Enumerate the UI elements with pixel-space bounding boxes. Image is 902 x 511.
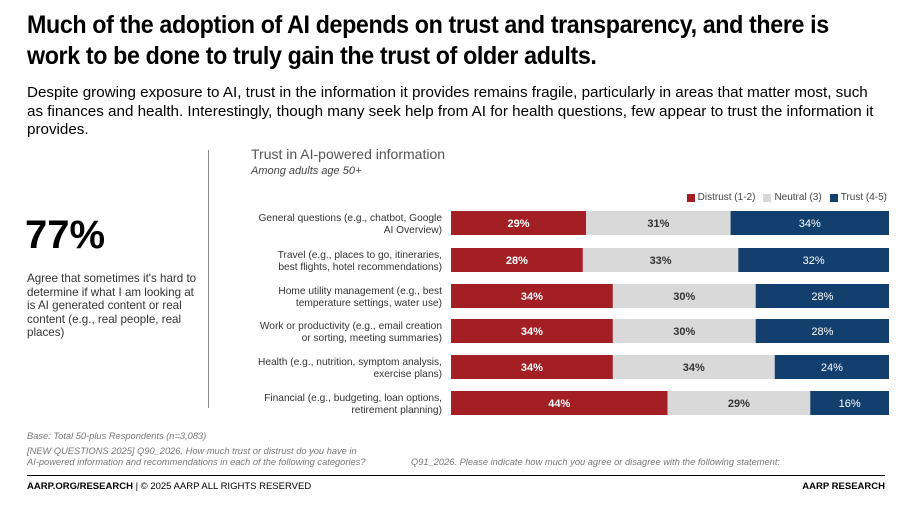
category-label: Travel (e.g., places to go, itineraries, — [278, 250, 442, 261]
footnote-q90-line1: [NEW QUESTIONS 2025] Q90_2026. How much … — [27, 446, 357, 456]
category-label: retirement planning) — [351, 405, 442, 416]
bar-trust — [810, 391, 889, 415]
data-label-trust: 28% — [811, 291, 833, 303]
data-label-trust: 28% — [811, 326, 833, 338]
bar-distrust — [451, 284, 613, 308]
data-label-neutral: 31% — [647, 218, 669, 230]
legend-swatch-distrust — [686, 193, 695, 202]
data-label-distrust: 44% — [548, 398, 570, 410]
legend-label-trust: Trust (4-5) — [840, 192, 887, 203]
bar-trust — [755, 319, 889, 343]
legend-label-distrust: Distrust (1-2) — [697, 192, 756, 203]
data-label-neutral: 33% — [650, 255, 672, 267]
bar-distrust — [451, 211, 587, 235]
stat-description: Agree that sometimes it's hard to determ… — [27, 272, 197, 339]
data-label-trust: 24% — [821, 362, 843, 374]
bar-distrust — [451, 319, 613, 343]
bar-neutral — [612, 319, 756, 343]
data-label-trust: 32% — [803, 255, 825, 267]
data-label-neutral: 34% — [683, 362, 705, 374]
bar-neutral — [586, 211, 731, 235]
category-label: exercise plans) — [373, 369, 442, 380]
bar-distrust — [451, 391, 668, 415]
bar-trust — [738, 248, 889, 272]
legend-swatch-trust — [829, 193, 838, 202]
bar-trust — [774, 355, 889, 379]
data-label-distrust: 34% — [521, 326, 543, 338]
chart-subtitle: Among adults age 50+ — [251, 165, 362, 177]
footnote-q91: Q91_2026. Please indicate how much you a… — [411, 457, 780, 467]
footer-left: AARP.ORG/RESEARCH | © 2025 AARP ALL RIGH… — [27, 481, 311, 492]
data-label-neutral: 30% — [673, 326, 695, 338]
legend-item-distrust: Distrust (1-2) — [686, 192, 756, 203]
bar-neutral — [667, 391, 811, 415]
category-label: temperature settings, water use) — [296, 298, 442, 309]
page-title: Much of the adoption of AI depends on tr… — [27, 11, 829, 70]
vertical-divider — [208, 150, 209, 408]
bar-neutral — [612, 284, 756, 308]
category-label: or sorting, meeting summaries) — [302, 333, 442, 344]
stat-value: 77% — [25, 213, 106, 257]
data-label-trust: 34% — [799, 218, 821, 230]
bar-distrust — [451, 355, 613, 379]
data-label-distrust: 29% — [508, 218, 530, 230]
footer-divider — [27, 475, 885, 476]
category-label: General questions (e.g., chatbot, Google — [259, 213, 443, 224]
data-label-neutral: 30% — [673, 291, 695, 303]
data-label-neutral: 29% — [728, 398, 750, 410]
chart-title: Trust in AI-powered information — [251, 146, 446, 162]
data-label-distrust: 28% — [506, 255, 528, 267]
bar-distrust — [451, 248, 583, 272]
data-label-trust: 16% — [839, 398, 861, 410]
footer-copyright: | © 2025 AARP ALL RIGHTS RESERVED — [132, 481, 312, 492]
category-label: Financial (e.g., budgeting, loan options… — [264, 393, 442, 404]
bar-trust — [755, 284, 889, 308]
data-label-distrust: 34% — [521, 291, 543, 303]
category-label: Health (e.g., nutrition, symptom analysi… — [258, 357, 442, 368]
footnote-base: Base: Total 50-plus Respondents (n=3,083… — [27, 431, 207, 441]
footer-brand: AARP RESEARCH — [802, 481, 885, 492]
category-label: Work or productivity (e.g., email creati… — [260, 321, 442, 332]
data-label-distrust: 34% — [521, 362, 543, 374]
legend-swatch-neutral — [763, 193, 772, 202]
category-label: Home utility management (e.g., best — [278, 286, 442, 297]
chart-legend: Distrust (1-2) Neutral (3) Trust (4-5) — [686, 192, 887, 203]
category-label: best flights, hotel recommendations) — [278, 262, 442, 273]
legend-item-trust: Trust (4-5) — [829, 192, 887, 203]
bar-neutral — [582, 248, 739, 272]
footer-site: AARP.ORG/RESEARCH — [27, 481, 133, 492]
bar-trust — [730, 211, 889, 235]
footnote-q90-line2: AI-powered information and recommendatio… — [27, 457, 366, 467]
page-subtitle: Despite growing exposure to AI, trust in… — [27, 84, 874, 138]
legend-label-neutral: Neutral (3) — [774, 192, 822, 203]
legend-item-neutral: Neutral (3) — [763, 192, 822, 203]
bar-neutral — [612, 355, 775, 379]
category-label: AI Overview) — [384, 225, 442, 236]
